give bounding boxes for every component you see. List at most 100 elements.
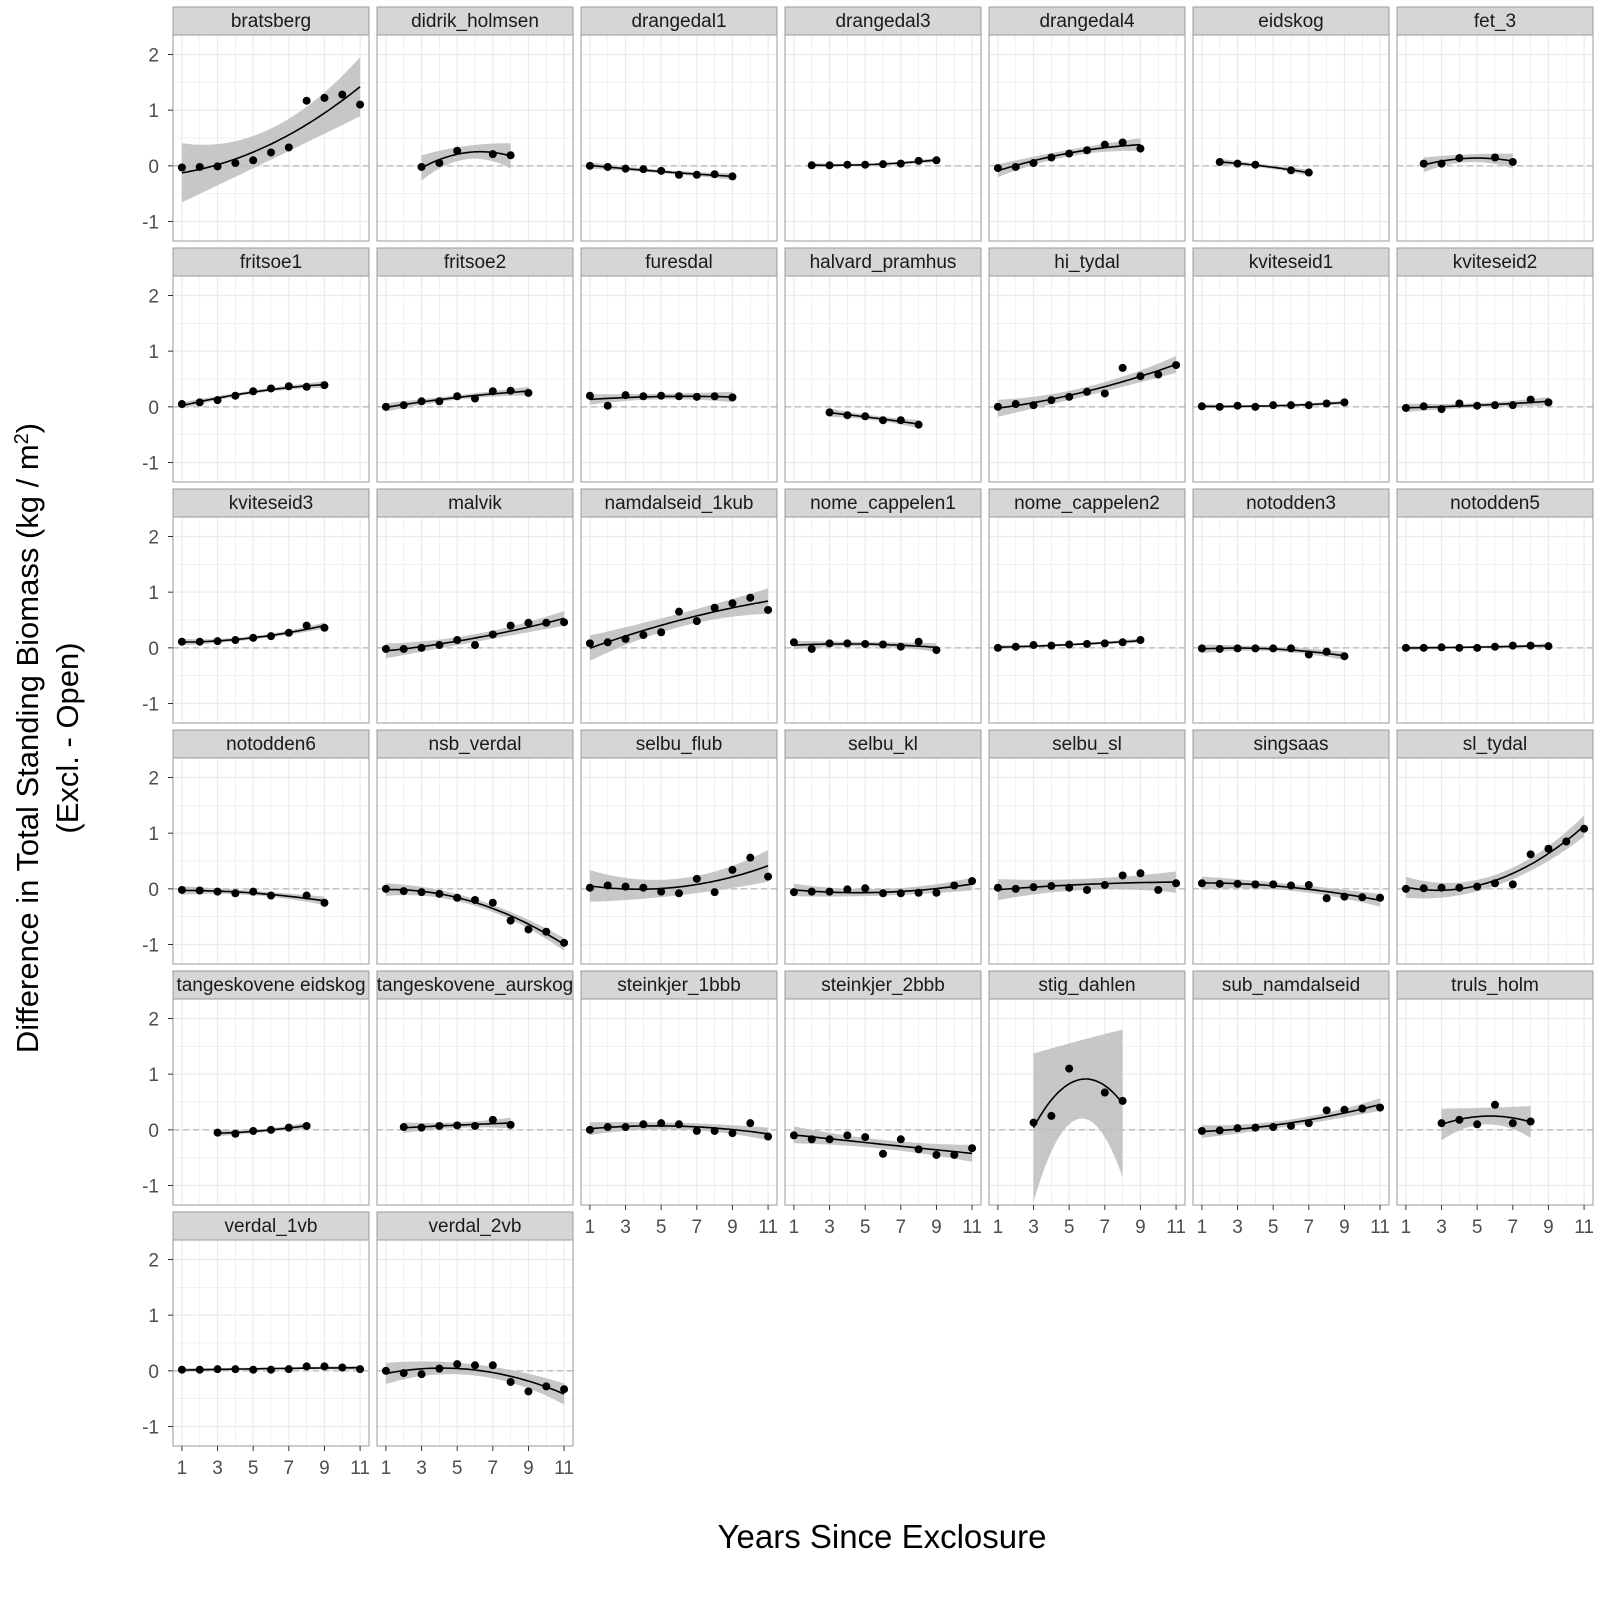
data-point	[1526, 395, 1535, 404]
confidence-band	[181, 57, 361, 203]
panel: steinkjer_2bbb 1 3 5 7 9 11	[784, 970, 982, 1238]
confidence-band	[1033, 1029, 1123, 1202]
facet-strip-label: furesdal	[645, 252, 713, 273]
data-point	[914, 637, 923, 646]
fit-line	[385, 1367, 565, 1395]
y-tick-label: 0	[148, 639, 159, 660]
data-point	[1215, 157, 1224, 166]
data-point	[896, 1135, 905, 1144]
panel: furesdal	[580, 247, 778, 483]
data-point	[1544, 844, 1553, 853]
data-point	[843, 885, 852, 894]
facet-strip	[172, 729, 370, 759]
panel: truls_holm 1 3 5 7 9 11	[1396, 970, 1594, 1238]
data-point	[1233, 879, 1242, 888]
data-point	[675, 170, 683, 179]
x-tick-label: 11	[1370, 1217, 1390, 1238]
y-tick-label: -1	[142, 213, 159, 234]
data-point	[506, 1377, 515, 1386]
x-tick-label: 5	[248, 1458, 259, 1479]
data-point	[675, 392, 683, 401]
facet-strip	[988, 6, 1186, 36]
data-point	[381, 644, 390, 653]
facet-strip	[784, 488, 982, 518]
facet-strip-label: kviteseid3	[229, 493, 314, 514]
data-point	[710, 888, 719, 897]
data-point	[1251, 1123, 1260, 1132]
facet-strip	[172, 970, 370, 1000]
data-point	[621, 634, 630, 643]
data-point	[968, 877, 977, 886]
data-point	[789, 888, 798, 897]
data-point	[356, 1365, 365, 1374]
facet-strip	[988, 729, 1186, 759]
data-point	[1029, 159, 1038, 168]
fit-line	[997, 881, 1177, 891]
data-point	[1580, 824, 1589, 833]
facet-strip-label: halvard_pramhus	[810, 252, 957, 273]
confidence-band	[385, 1361, 565, 1405]
data-point	[1233, 1124, 1242, 1133]
data-point	[1172, 361, 1181, 370]
panel: nome_cappelen2	[988, 488, 1186, 724]
data-point	[435, 1121, 444, 1130]
panel: namdalseid_1kub	[580, 488, 778, 724]
data-point	[453, 636, 462, 645]
data-point	[284, 1123, 293, 1132]
data-point	[1100, 639, 1109, 648]
data-point	[1455, 399, 1464, 408]
data-point	[267, 1365, 275, 1374]
facet-strip-label: tangeskovene_aurskog	[377, 975, 573, 996]
data-point	[746, 593, 755, 602]
data-point	[231, 1365, 240, 1374]
facet-strip-label: drangedal4	[1039, 11, 1135, 32]
data-point	[1029, 641, 1038, 650]
y-axis-title: Difference in Total Standing Biomass (kg…	[10, 423, 85, 1053]
facet-strip	[580, 488, 778, 518]
confidence-band	[589, 588, 769, 661]
data-point	[1473, 643, 1482, 652]
y-tick-label: 2	[148, 1009, 159, 1030]
data-point	[213, 1128, 222, 1137]
data-point	[843, 411, 852, 420]
y-tick-label: -1	[142, 936, 159, 957]
facet-strip-label: nsb_verdal	[429, 734, 522, 755]
data-point	[585, 391, 594, 400]
facet-strip	[580, 729, 778, 759]
panel: nsb_verdal	[376, 729, 574, 965]
data-point	[213, 637, 222, 646]
facet-strip-label: hi_tydal	[1054, 252, 1120, 273]
data-point	[1508, 641, 1517, 650]
data-point	[1562, 837, 1571, 846]
data-point	[1304, 1119, 1313, 1128]
facet-strip-label: drangedal3	[835, 11, 930, 32]
data-point	[1491, 642, 1499, 651]
data-point	[249, 387, 258, 396]
confidence-band	[1423, 153, 1513, 173]
facet-strip	[376, 970, 574, 1000]
data-point	[1047, 396, 1056, 405]
panel: eidskog	[1192, 6, 1390, 242]
data-point	[1526, 641, 1535, 650]
confidence-band	[1219, 158, 1309, 176]
x-tick-label: 7	[488, 1458, 499, 1479]
panel: drangedal3	[784, 6, 982, 242]
data-point	[1419, 159, 1428, 168]
facet-strip	[1396, 970, 1594, 1000]
data-point	[195, 637, 204, 646]
data-point	[1215, 879, 1224, 888]
y-tick-label: 2	[148, 527, 159, 548]
data-point	[825, 161, 834, 170]
panel: selbu_sl	[988, 729, 1186, 965]
data-point	[621, 882, 630, 891]
data-point	[1322, 399, 1331, 408]
data-point	[177, 885, 186, 894]
facet-strip	[1396, 729, 1594, 759]
data-point	[302, 891, 311, 900]
data-point	[861, 639, 870, 648]
facet-strip-label: selbu_flub	[636, 734, 723, 755]
facet-strip	[376, 729, 574, 759]
data-point	[231, 636, 240, 645]
data-point	[1215, 644, 1224, 653]
